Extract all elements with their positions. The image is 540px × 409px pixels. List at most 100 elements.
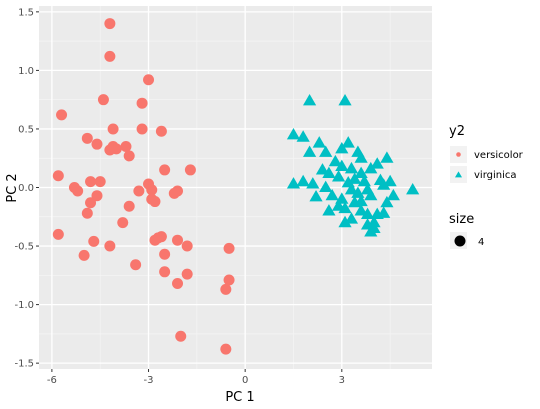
point-versicolor: [120, 141, 132, 153]
point-versicolor: [181, 268, 193, 280]
point-virginica: [348, 195, 362, 208]
point-virginica: [309, 190, 323, 202]
point-versicolor: [155, 125, 167, 137]
legend-key-versicolor: [456, 152, 461, 157]
point-versicolor: [78, 249, 90, 261]
point-virginica: [344, 183, 359, 195]
point-virginica: [354, 204, 368, 216]
point-versicolor: [56, 109, 68, 121]
point-virginica: [322, 166, 336, 179]
point-virginica: [380, 195, 394, 208]
legend-label-virginica: virginica: [474, 170, 517, 181]
point-virginica: [341, 136, 355, 148]
point-versicolor: [159, 164, 171, 176]
point-virginica: [344, 161, 359, 174]
point-versicolor: [94, 176, 106, 188]
point-virginica: [338, 215, 352, 228]
point-virginica: [377, 178, 391, 190]
point-versicolor: [123, 150, 135, 162]
x-tick-label: 3: [339, 375, 345, 386]
point-versicolor: [97, 94, 109, 106]
point-versicolor: [184, 164, 196, 176]
point-virginica: [296, 174, 310, 187]
point-virginica: [380, 151, 394, 163]
point-virginica: [286, 127, 301, 140]
point-virginica: [319, 145, 333, 157]
point-versicolor: [172, 234, 184, 246]
point-virginica: [302, 145, 317, 157]
point-versicolor: [149, 234, 161, 246]
point-virginica: [364, 161, 378, 174]
point-versicolor: [107, 123, 119, 135]
point-versicolor: [136, 123, 148, 135]
point-virginica: [322, 204, 336, 216]
y-tick-label: -1.0: [14, 300, 34, 311]
x-tick-label: -3: [144, 375, 154, 386]
legend-key-virginica: [454, 171, 463, 178]
point-virginica: [344, 212, 359, 224]
point-virginica: [338, 94, 352, 106]
point-virginica: [354, 151, 368, 163]
point-virginica: [335, 159, 349, 171]
y-axis-title: PC 2: [5, 173, 20, 202]
point-versicolor: [81, 132, 93, 144]
point-versicolor: [181, 240, 193, 252]
point-virginica: [328, 154, 342, 167]
point-virginica: [296, 130, 310, 142]
point-virginica: [312, 136, 326, 148]
point-versicolor: [136, 97, 148, 109]
point-versicolor: [159, 266, 171, 278]
point-versicolor: [52, 228, 64, 240]
legend-label-versicolor: versicolor: [474, 150, 524, 161]
size-legend-label: 4: [478, 237, 484, 248]
point-virginica: [338, 201, 352, 214]
x-tick-label: -6: [47, 375, 57, 386]
point-versicolor: [159, 248, 171, 260]
point-versicolor: [104, 240, 116, 252]
x-axis-title: PC 1: [225, 390, 254, 405]
point-versicolor: [104, 18, 116, 30]
size-legend-title: size: [449, 212, 474, 227]
legend-title: y2: [449, 124, 465, 139]
point-virginica: [348, 172, 362, 184]
point-virginica: [335, 142, 349, 154]
point-virginica: [386, 188, 400, 201]
point-versicolor: [223, 242, 235, 254]
point-versicolor: [133, 185, 145, 197]
point-versicolor: [172, 278, 184, 290]
point-versicolor: [146, 184, 158, 196]
x-tick-label: 0: [242, 375, 248, 386]
point-versicolor: [175, 330, 187, 342]
size-legend: size 4: [449, 212, 484, 249]
point-virginica: [325, 188, 339, 201]
point-versicolor: [220, 283, 232, 295]
point-virginica: [306, 177, 320, 189]
point-versicolor: [72, 185, 84, 197]
point-versicolor: [52, 170, 64, 182]
point-versicolor: [130, 259, 142, 271]
point-virginica: [383, 174, 397, 187]
point-versicolor: [117, 217, 129, 229]
point-versicolor: [81, 207, 93, 219]
point-versicolor: [88, 235, 100, 247]
point-versicolor: [223, 274, 235, 286]
y-tick-label: 0.5: [18, 124, 34, 135]
point-virginica: [286, 177, 301, 189]
point-virginica: [319, 180, 333, 193]
point-virginica: [315, 163, 330, 175]
legend-keys: versicolor virginica: [450, 146, 524, 183]
point-versicolor: [85, 197, 97, 209]
major-gridlines: [39, 6, 432, 369]
point-virginica: [360, 207, 375, 219]
color-legend: y2 versicolor virginica: [449, 124, 524, 183]
y-tick-label: 1.0: [18, 66, 34, 77]
point-versicolor: [104, 50, 116, 62]
axis-ticks: -6 -3 0 3 -1.5 -1.0 -0.5 0.0 0.5 1.0 1.5: [14, 7, 345, 386]
point-versicolor: [85, 176, 97, 188]
y-tick-label: -1.5: [14, 359, 34, 370]
point-versicolor: [149, 196, 161, 208]
y-tick-label: -0.5: [14, 242, 34, 253]
point-virginica: [331, 170, 346, 182]
y-tick-label: 1.5: [18, 7, 34, 18]
